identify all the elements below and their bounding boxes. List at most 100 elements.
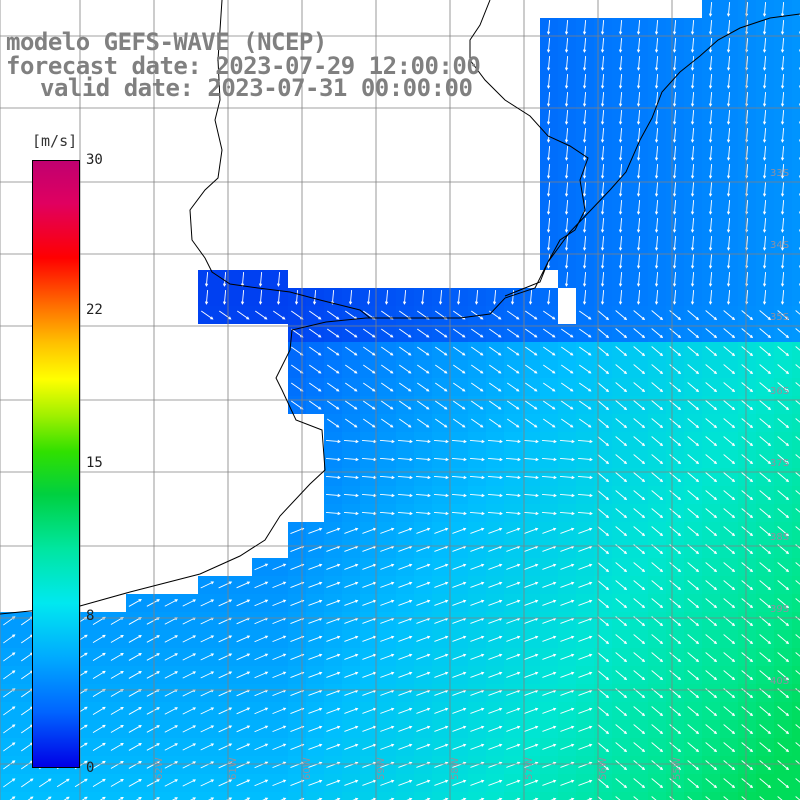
wind-vector — [582, 19, 587, 35]
wind-speed-cell — [792, 594, 800, 612]
wind-speed-cell — [792, 432, 800, 450]
wind-vector — [208, 797, 215, 800]
wind-vector — [636, 73, 641, 89]
wind-vector — [469, 511, 485, 516]
wind-vector — [343, 493, 359, 498]
wind-vector — [690, 271, 695, 287]
wind-vector — [272, 779, 287, 787]
wind-vector — [762, 145, 767, 161]
wind-vector — [380, 563, 395, 570]
wind-vector — [327, 364, 340, 374]
wind-vector — [672, 235, 677, 251]
wind-vector — [489, 382, 502, 392]
wind-vector — [164, 635, 179, 643]
wind-vector — [417, 346, 430, 356]
colorbar-tick-15: 15 — [86, 455, 103, 471]
wind-vector — [564, 73, 569, 89]
wind-vector — [654, 199, 659, 215]
wind-vector — [795, 580, 800, 585]
wind-vector — [669, 382, 682, 393]
wind-vector — [435, 328, 448, 338]
wind-vector — [597, 400, 610, 411]
wind-vector — [505, 493, 521, 498]
wind-vector — [690, 127, 695, 143]
wind-vector — [669, 778, 682, 789]
wind-vector — [326, 671, 341, 678]
coastline — [0, 0, 800, 615]
wind-vector — [780, 37, 785, 53]
colorbar-unit: [m/s] — [32, 132, 78, 150]
wind-vector — [723, 706, 736, 717]
wind-vector — [434, 563, 449, 570]
wind-vector — [470, 671, 485, 678]
wind-vector — [471, 328, 484, 338]
wind-speed-cell — [792, 414, 800, 432]
wind-vector — [633, 310, 646, 321]
wind-vector — [254, 707, 269, 715]
wind-vector — [777, 652, 790, 663]
wind-vector — [705, 706, 718, 717]
wind-vector — [651, 472, 664, 483]
wind-vector — [200, 779, 215, 787]
wind-vector — [362, 707, 377, 714]
wind-vector — [3, 724, 16, 734]
wind-vector — [636, 19, 641, 35]
wind-speed-cell — [792, 198, 800, 216]
wind-vector — [633, 400, 646, 411]
wind-vector — [110, 653, 124, 661]
wind-speed-cell — [792, 72, 800, 90]
wind-vector — [506, 527, 521, 534]
wind-vector — [470, 599, 485, 606]
wind-vector — [777, 310, 790, 321]
wind-vector — [325, 457, 341, 462]
wind-vector — [780, 55, 785, 71]
wind-vector — [416, 707, 431, 714]
wind-vector — [470, 653, 485, 660]
wind-vector — [433, 493, 449, 498]
wind-vector — [726, 127, 731, 143]
wind-vector — [398, 707, 413, 714]
wind-vector — [128, 725, 142, 733]
wind-vector — [45, 796, 52, 800]
wind-vector — [525, 418, 538, 428]
wind-vector — [327, 346, 340, 356]
wind-speed-cell — [792, 162, 800, 180]
wind-vector — [222, 271, 227, 287]
wind-vector — [762, 127, 767, 143]
wind-speed-cell — [288, 792, 306, 800]
wind-vector — [600, 73, 605, 89]
wind-vector — [524, 707, 539, 714]
wind-vector — [218, 671, 233, 679]
wind-vector — [218, 599, 233, 607]
wind-vector — [654, 19, 659, 35]
wind-vector — [705, 508, 718, 519]
wind-vector — [523, 439, 539, 444]
wind-vector — [577, 493, 593, 498]
wind-vector — [489, 418, 502, 428]
wind-vector — [578, 527, 593, 534]
wind-vector — [546, 181, 551, 197]
wind-vector — [795, 724, 800, 729]
wind-vector — [759, 382, 772, 393]
wind-vector — [705, 796, 711, 800]
wind-speed-cell — [792, 666, 800, 684]
wind-vector — [615, 724, 628, 735]
wind-vector — [416, 725, 431, 732]
wind-vector — [488, 563, 503, 570]
wind-vector — [366, 289, 371, 305]
colorbar-tick-0: 0 — [86, 760, 95, 776]
wind-vector — [417, 418, 430, 428]
wind-vector — [777, 562, 790, 573]
wind-speed-cell — [792, 684, 800, 702]
wind-speed-cell — [414, 792, 432, 800]
latitude-label: 38S — [770, 532, 789, 543]
wind-vector — [579, 382, 592, 392]
wind-speed-cell — [792, 504, 800, 522]
wind-vector — [362, 581, 377, 588]
wind-vector — [741, 310, 754, 321]
wind-vector — [633, 670, 646, 681]
wind-vector — [705, 742, 718, 753]
wind-vector — [705, 724, 718, 735]
wind-vector — [741, 634, 754, 645]
